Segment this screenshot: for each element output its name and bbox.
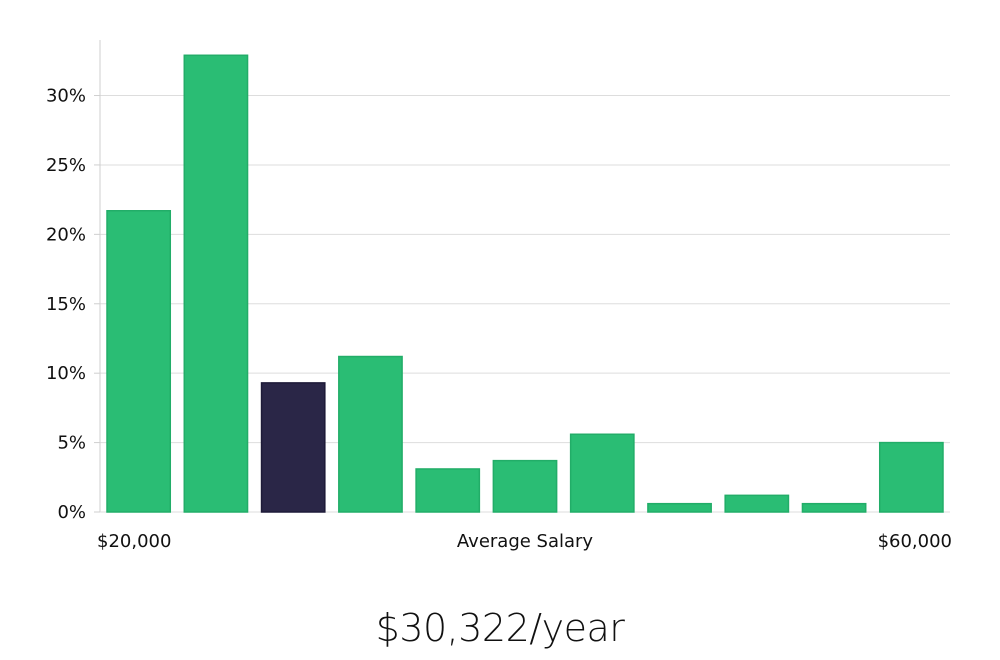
bar bbox=[106, 210, 172, 513]
bar bbox=[492, 459, 558, 513]
bar bbox=[415, 468, 481, 513]
x-axis: $20,000 Average Salary $60,000 bbox=[97, 531, 952, 552]
y-tick-label: 15% bbox=[46, 294, 86, 315]
bar bbox=[338, 355, 403, 513]
bar bbox=[878, 441, 944, 513]
salary-histogram: 0% 5% 10% 15% 20% 25% 30% $20,000 Average Sala… bbox=[46, 40, 952, 552]
bar bbox=[183, 54, 249, 513]
bar-highlighted bbox=[260, 382, 326, 513]
y-tick-label: 20% bbox=[46, 224, 86, 245]
x-max-label: $60,000 bbox=[878, 531, 952, 552]
bars bbox=[106, 54, 944, 513]
average-salary-headline: $30,322/year bbox=[375, 606, 625, 650]
bar bbox=[647, 502, 712, 513]
y-tick-label: 25% bbox=[46, 155, 86, 176]
bar bbox=[801, 502, 867, 513]
bar bbox=[569, 433, 635, 513]
x-min-label: $20,000 bbox=[97, 531, 171, 552]
y-tick-label: 30% bbox=[46, 86, 86, 107]
y-tick-label: 5% bbox=[57, 433, 86, 454]
x-axis-title: Average Salary bbox=[457, 531, 594, 552]
y-axis: 0% 5% 10% 15% 20% 25% 30% bbox=[46, 40, 950, 523]
bar bbox=[724, 494, 790, 513]
y-tick-label: 10% bbox=[46, 363, 86, 384]
y-tick-label: 0% bbox=[57, 502, 86, 523]
